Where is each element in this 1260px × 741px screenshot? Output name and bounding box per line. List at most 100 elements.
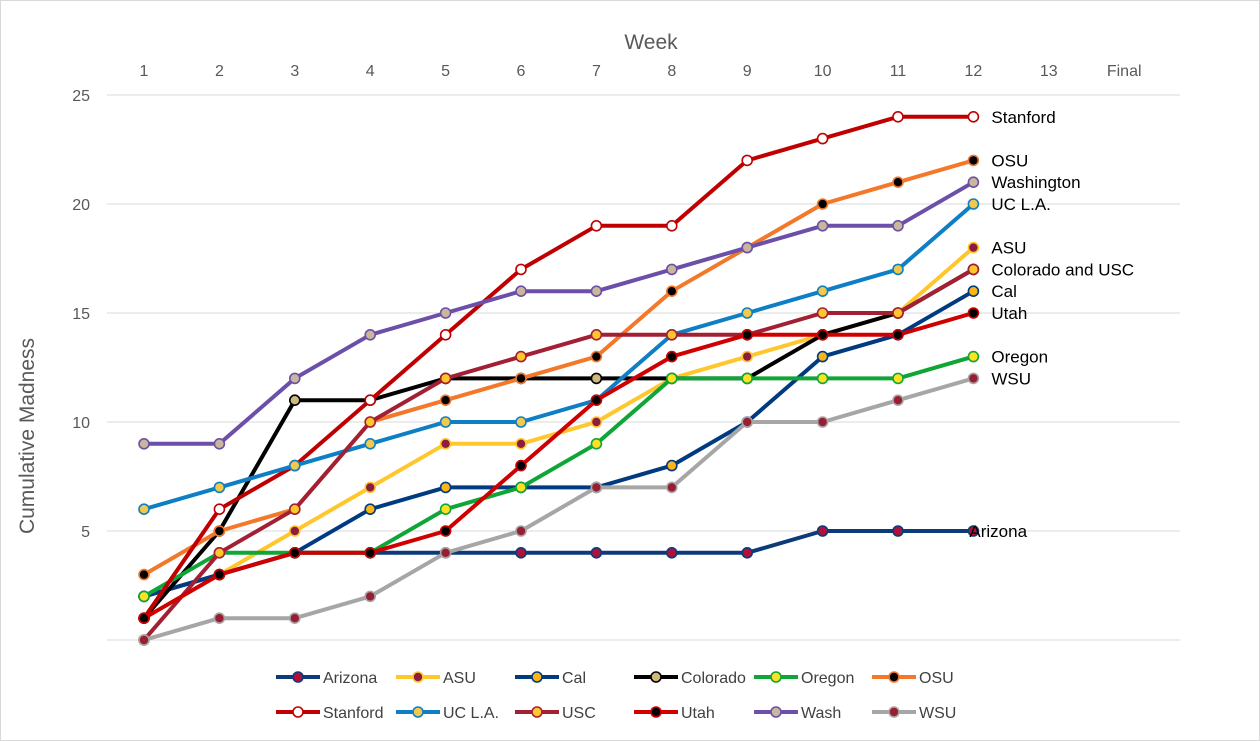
data-point [138,503,150,516]
data-point [288,612,301,625]
data-point [665,459,678,472]
end-label: ASU [991,239,1026,258]
data-point [439,481,452,494]
data-point [665,372,678,385]
legend-item: Stanford [276,705,383,722]
end-label: OSU [991,151,1028,170]
data-point [364,437,377,450]
legend-item: Utah [634,705,715,722]
data-point [665,328,678,341]
legend-swatch-marker [888,671,900,683]
legend: Arizona ASU Cal Colorado Oregon OSU Stanford UC… [276,670,956,722]
series-line [142,267,976,621]
data-point [439,307,452,319]
series-line [142,376,976,642]
end-labels: Arizona ASU Cal Colorado and USC Oregon OSU St… [969,108,1134,541]
data-point [515,525,527,537]
data-point [288,503,301,516]
data-point [665,263,678,276]
data-point [138,590,150,603]
data-point [364,590,377,603]
legend-swatch-marker [531,671,543,683]
data-point [741,328,754,341]
x-tick-label: 10 [814,63,832,80]
data-point [741,372,754,385]
legend-item: OSU [872,670,954,687]
legend-item: Oregon [754,670,854,687]
gridlines [107,94,1180,641]
data-point [364,503,377,516]
data-point [439,394,452,407]
data-point [213,481,226,494]
data-point [967,241,980,254]
x-tick-label: Final [1107,63,1142,80]
data-point [967,154,980,167]
x-tick-label: 4 [366,63,375,80]
end-label: Oregon [991,348,1048,367]
data-point [967,111,980,123]
data-point [213,568,226,581]
x-tick-label: 2 [215,63,224,80]
data-point [213,546,226,559]
data-point [741,416,754,428]
legend-item: Colorado [634,670,746,687]
x-tick-label: 5 [441,63,450,80]
data-point [816,372,829,385]
data-point [816,525,829,537]
series-line [142,114,976,621]
data-point [364,394,377,407]
data-point [439,503,452,516]
data-point [967,176,980,188]
x-axis-title: Week [624,31,678,54]
data-point [816,328,829,341]
end-label: UC L.A. [991,195,1051,214]
data-point [590,350,603,363]
data-point [816,350,829,363]
series-line [142,180,976,446]
data-point [816,307,829,319]
data-point [665,285,678,298]
data-point [590,546,603,559]
series-wash [138,176,980,450]
data-point [515,372,527,385]
data-point [590,481,603,494]
series-line [142,202,976,512]
data-point [892,111,904,123]
data-point [439,525,452,537]
data-point [967,285,980,298]
end-label: Colorado and USC [991,260,1134,279]
data-point [816,198,829,210]
legend-swatch-marker [888,706,900,718]
legend-label: ASU [443,670,476,687]
legend-swatch-marker [770,671,782,683]
data-point [665,220,678,232]
series-wsu [138,372,980,646]
legend-item: Wash [754,705,841,722]
data-point [892,307,904,319]
data-point [665,546,678,559]
legend-swatch-marker [531,706,543,718]
data-point [138,568,150,581]
data-point [892,525,904,537]
y-tick-label: 20 [72,197,90,214]
y-tick-label: 25 [72,88,90,105]
series-line [142,267,976,642]
x-tick-label: 8 [667,63,676,80]
data-point [967,350,980,363]
data-point [590,220,603,232]
data-point [515,459,527,472]
data-point [590,394,603,407]
data-point [364,328,377,341]
end-label: Utah [991,304,1027,323]
data-point [288,459,301,472]
data-point [138,634,150,646]
data-point [364,481,377,494]
data-point [741,241,754,254]
data-point [515,481,527,494]
legend-label: Wash [801,705,841,722]
series-utah [138,307,980,625]
data-point [967,525,980,537]
data-point [590,437,603,450]
data-point [213,503,226,516]
